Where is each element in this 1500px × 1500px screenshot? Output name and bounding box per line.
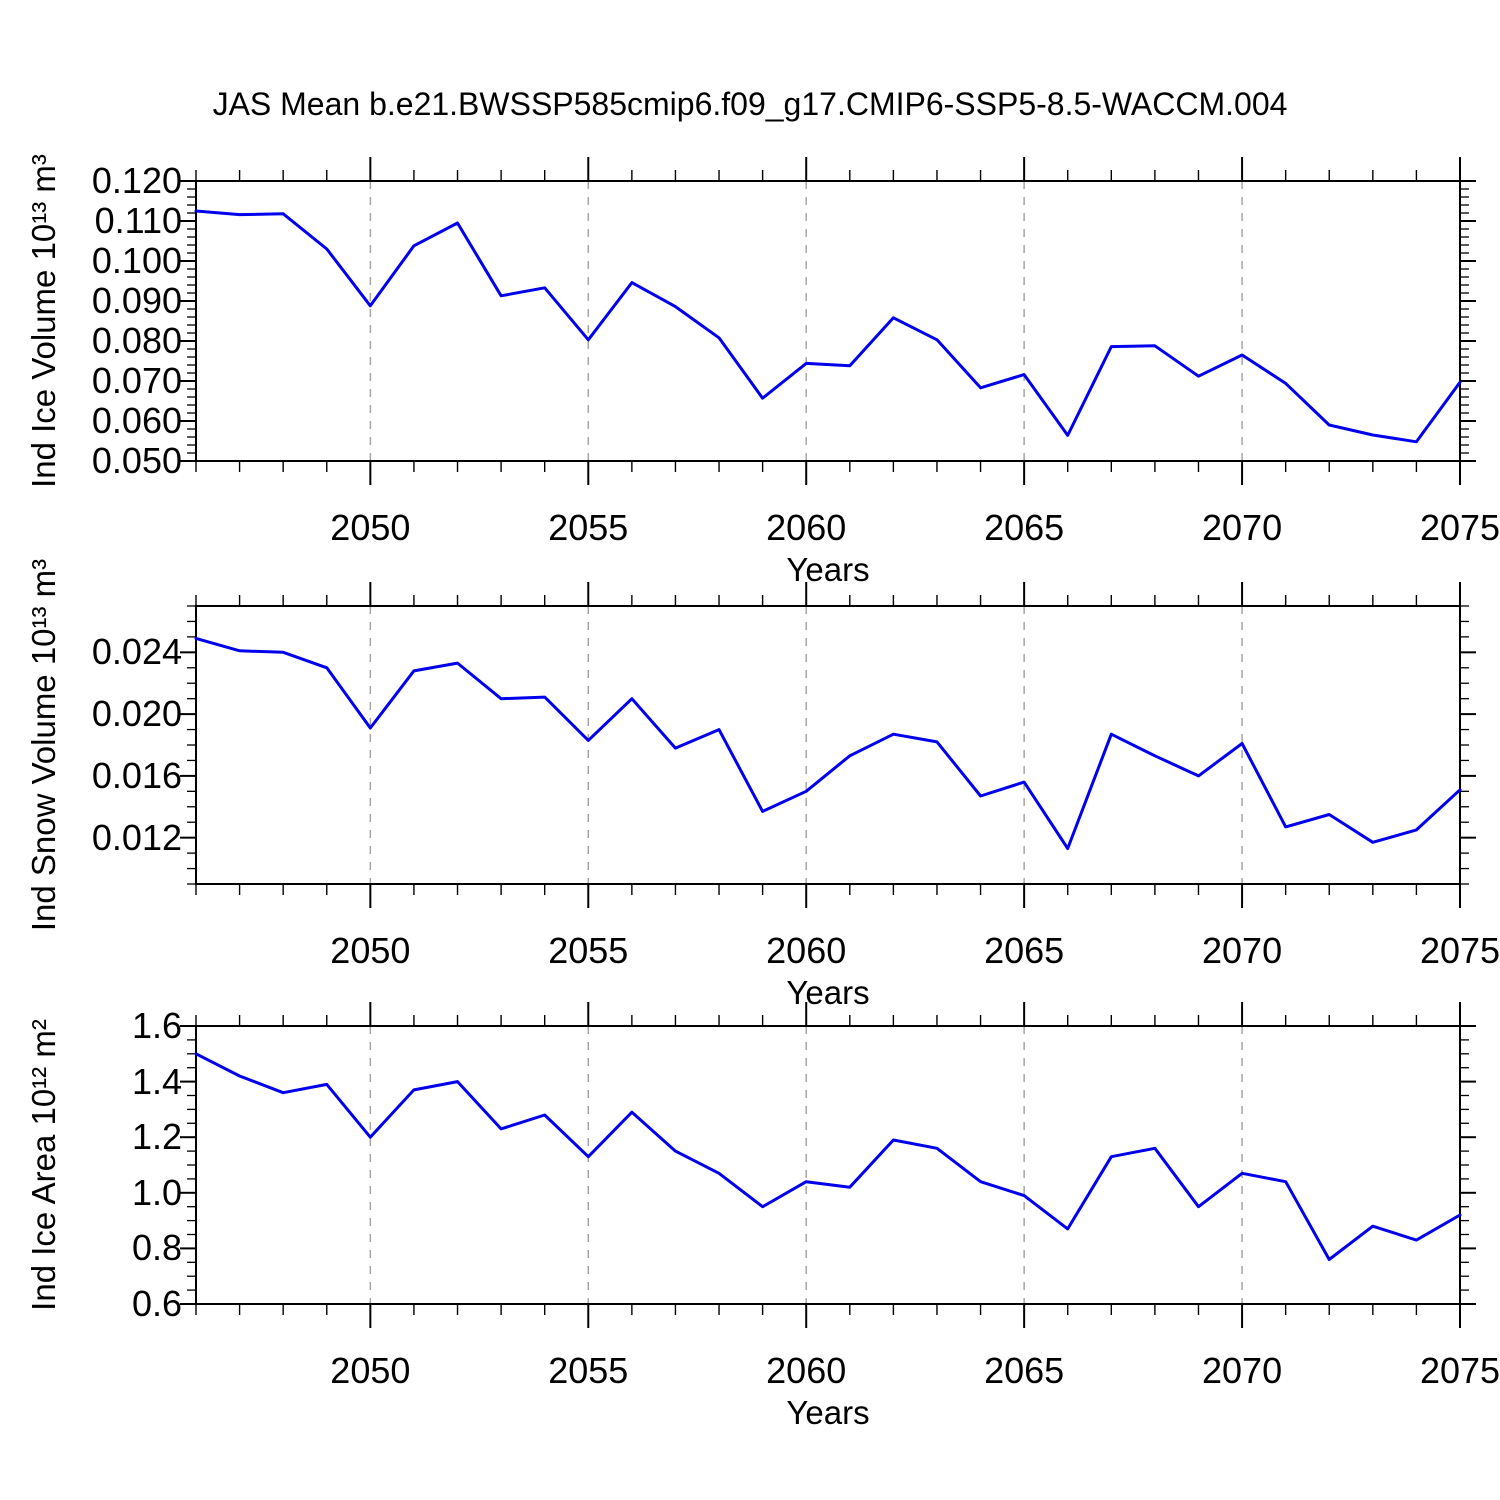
x-tick-label: 2060 xyxy=(766,1350,847,1391)
x-axis-title: Years xyxy=(786,974,870,1011)
y-tick-label: 0.110 xyxy=(94,200,182,241)
x-tick-label: 2060 xyxy=(766,507,847,548)
y-axis-title: Ind Ice Area 10¹² m² xyxy=(25,1019,62,1311)
y-tick-label: 1.4 xyxy=(131,1060,182,1102)
x-tick-label: 2055 xyxy=(548,1350,629,1391)
plot-frame xyxy=(195,605,1461,885)
y-tick-label: 0.070 xyxy=(91,360,182,401)
data-line-series xyxy=(194,209,1462,444)
x-tick-label: 2060 xyxy=(766,930,847,971)
x-tick-label: 2075 xyxy=(1419,930,1500,971)
plot-frame xyxy=(195,1025,1461,1305)
x-tick-label: 2050 xyxy=(330,1350,411,1391)
data-line-series xyxy=(194,636,1462,850)
y-tick-label: 0.016 xyxy=(91,754,182,796)
y-tick-label: 0.120 xyxy=(91,160,182,201)
y-tick-label: 0.060 xyxy=(91,400,182,441)
gridlines xyxy=(369,1026,1243,1304)
y-axis-title: Ind Snow Volume 10¹³ m³ xyxy=(25,558,62,932)
y-tick-label: 0.020 xyxy=(91,693,182,735)
y-tick-label: 0.100 xyxy=(91,240,182,281)
x-tick-label: 2065 xyxy=(984,930,1065,971)
x-tick-label: 2070 xyxy=(1202,930,1283,971)
plot-area-1 xyxy=(180,582,1476,908)
x-tick-label: 2075 xyxy=(1419,507,1500,548)
x-axis-title: Years xyxy=(786,1394,870,1431)
y-tick-label: 0.6 xyxy=(131,1283,182,1324)
x-tick-label: 2070 xyxy=(1202,507,1283,548)
x-axis-title: Years xyxy=(786,551,870,588)
plot-area-0 xyxy=(180,157,1476,485)
y-tick-label: 1.6 xyxy=(131,1005,182,1046)
axis-ticks xyxy=(180,582,1476,908)
x-tick-label: 2070 xyxy=(1202,1350,1283,1391)
y-tick-label: 0.080 xyxy=(91,320,182,361)
y-tick-label: 0.012 xyxy=(91,816,182,858)
x-tick-label: 2065 xyxy=(984,1350,1065,1391)
y-tick-label: 0.8 xyxy=(131,1227,182,1269)
x-tick-label: 2065 xyxy=(984,507,1065,548)
x-tick-label: 2055 xyxy=(548,930,629,971)
plot-area-2 xyxy=(180,1002,1476,1328)
x-tick-label: 2055 xyxy=(548,507,629,548)
gridlines xyxy=(369,181,1243,461)
plot-frame xyxy=(195,180,1461,462)
y-tick-label: 0.024 xyxy=(91,631,182,673)
y-tick-label: 1.2 xyxy=(131,1116,182,1158)
x-tick-label: 2050 xyxy=(330,930,411,971)
axis-ticks xyxy=(180,1002,1476,1328)
y-tick-label: 0.090 xyxy=(91,280,182,321)
y-tick-label: 0.050 xyxy=(91,440,182,481)
gridlines xyxy=(369,606,1243,884)
data-line-series xyxy=(194,1052,1462,1261)
y-tick-label: 1.0 xyxy=(131,1171,182,1213)
figure-title: JAS Mean b.e21.BWSSP585cmip6.f09_g17.CMI… xyxy=(212,86,1288,122)
y-axis-title: Ind Ice Volume 10¹³ m³ xyxy=(25,154,62,488)
axis-ticks xyxy=(180,157,1476,485)
x-tick-label: 2050 xyxy=(330,507,411,548)
x-tick-label: 2075 xyxy=(1419,1350,1500,1391)
